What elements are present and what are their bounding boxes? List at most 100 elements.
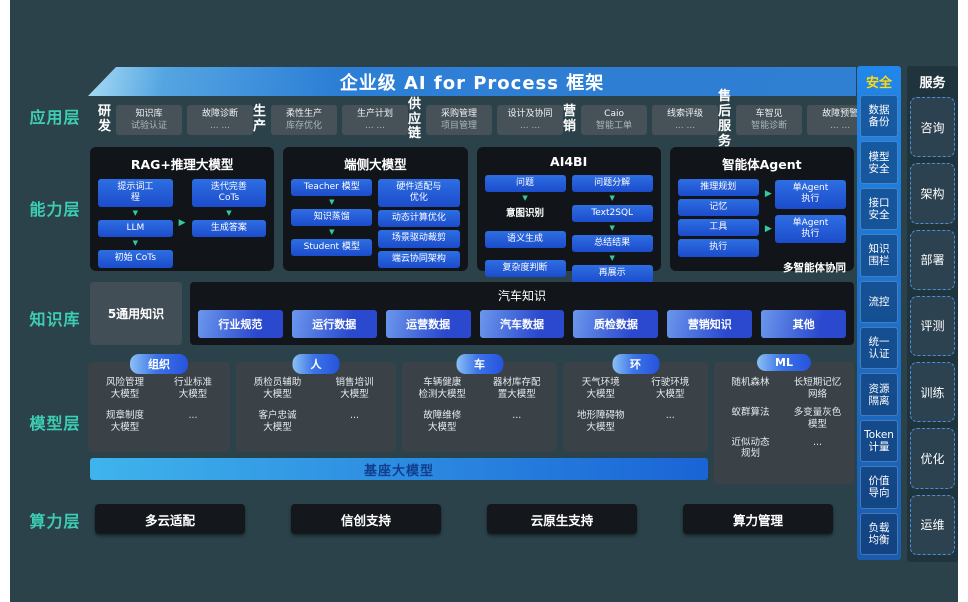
security-item: 数据 备份 [860,95,898,138]
flow-node: 提示词工 程 [98,178,173,207]
model-item: 车辆健康 检测大模型 [418,377,466,400]
flow-node: Student 模型 [291,239,373,257]
security-item: 价值 导向 [860,466,898,509]
app-group-marketing: 营销 Caio 智能工单 线索评级 ... ... [563,104,719,136]
flow-node: 端云协同架构 [378,250,460,268]
model-item: 地形障碍物 大模型 [576,409,625,433]
knowledge-chip: 运行数据 [291,310,377,338]
model-item: ... [188,409,198,421]
app-chip-line: 故障诊断 [202,108,239,119]
model-item: 器材库存配 置大模型 [492,377,541,400]
services-title: 服务 [919,76,946,91]
security-item: 流控 [860,280,898,324]
app-group-production: 生产 柔性生产 库存优化 生产计划 ... ... [253,104,409,136]
model-item: ... [812,436,823,448]
model-item: ... [349,409,360,421]
flow-node: 问题 [484,174,566,192]
flow-node: 总结结果 [571,235,653,253]
model-group-pill: 组织 [130,354,188,374]
knowledge-chip: 行业规范 [198,310,283,338]
app-group-label: 生产 [253,104,267,134]
app-chip: 知识库 试验认证 [116,104,183,136]
compute-layer-row: 多云适配 信创支持 云原生支持 算力管理 [95,504,833,534]
cap-box-rag: RAG+推理大模型 提示词工 程 ▼ LLM ▼ 初始 CoTs ▶ 迭代完善 … [90,147,275,271]
app-group-label: 营销 [563,104,577,134]
app-chip: 故障诊断 ... ... [187,104,254,136]
service-item: 架构 [910,163,955,224]
flow-node: 动态计算优化 [378,210,460,228]
arrow-down-icon: ▼ [609,193,615,202]
arrow-down-icon: ▼ [329,197,335,206]
app-chip-line: ... ... [830,121,851,131]
app-chip-line: 智能诊断 [751,121,788,131]
app-group-aftersales: 售后 服务 车智见 智能诊断 故障预警 ... ... [718,89,874,150]
app-group-label: 供应 链 [408,96,422,142]
knowledge-chip: 营销知识 [667,310,753,338]
app-chip-line: ... ... [520,121,541,131]
cap-box-ai4bi: AI4BI 问题 ▼ 意图识别 语义生成 复杂度判断 问题分解 ▼ Text2S… [476,147,661,283]
application-layer-row: 研发 知识库 试验认证 故障诊断 ... ... 生产 柔性生产 库存优化 生产… [98,89,874,149]
app-chip-line: 生产计划 [357,108,394,119]
flow-node: 复杂度判断 [484,260,566,278]
model-item: 天气环境 大模型 [581,377,620,400]
service-item: 评测 [910,295,955,357]
knowledge-chip: 汽车数据 [479,310,565,338]
knowledge-chip: 质检数据 [573,310,659,338]
flow-node: 工具 [677,219,759,237]
arrow-right-icon: ▶ [178,218,186,228]
flow-node: 单Agent 执行 [774,180,846,209]
security-item: 统一 认证 [860,327,898,370]
arrow-down-icon: ▼ [132,209,139,217]
model-item: 质检员辅助 大模型 [253,377,302,400]
compute-item: 云原生支持 [487,504,637,534]
model-group-vehicle: 车 车辆健康 检测大模型 器材库存配 置大模型 故障维修 大模型 ... [402,354,557,484]
app-chip-line: 采购管理 [441,108,478,119]
app-chip-line: ... ... [675,121,696,131]
compute-item: 多云适配 [95,504,245,534]
app-group-label: 研发 [98,104,112,134]
model-item: 客户忠诚 大模型 [258,409,297,433]
model-item: ... [665,409,675,421]
arrow-down-icon: ▼ [132,239,139,248]
flow-node: 执行 [677,239,759,257]
security-item: 模型 安全 [860,141,898,184]
app-chip: 生产计划 ... ... [342,104,409,136]
security-item: 负载 均衡 [860,512,898,556]
flow-node: 记忆 [677,198,759,216]
model-item: 销售培训 大模型 [335,377,374,400]
flow-node: 初始 CoTs [98,250,173,268]
app-chip: 车智见 智能诊断 [736,104,803,136]
cap-box-title: RAG+推理大模型 [130,157,234,172]
app-chip-line: 库存优化 [286,121,323,131]
flow-node: 迭代完善 CoTs [191,178,267,207]
app-chip-line: 项目管理 [441,121,478,131]
automotive-knowledge-title: 汽车知识 [497,289,546,303]
cap-box-title: 智能体Agent [722,157,802,172]
compute-item: 信创支持 [291,504,441,534]
cap-box-title: AI4BI [550,154,588,169]
framework-title: 企业级 AI for Process 框架 [339,72,605,94]
model-item: 风险管理 大模型 [105,377,144,400]
model-item: 随机森林 [731,377,770,388]
model-group-pill: 环 [612,354,659,374]
arrow-down-icon: ▼ [329,228,335,236]
flow-node: 单Agent 执行 [774,214,846,243]
flow-node: 场景驱动裁剪 [378,230,460,248]
app-chip-line: 车智见 [755,108,783,119]
flow-node: 知识蒸馏 [291,208,373,226]
app-chip-line: 设计及协同 [507,108,553,119]
framework-title-banner: 企业级 AI for Process 框架 [88,67,856,96]
compute-item: 算力管理 [683,504,833,534]
layer-label-model: 模型层 [29,414,81,433]
services-rail: 服务 咨询 架构 部署 评测 训练 优化 运维 [907,66,958,562]
app-chip: 设计及协同 ... ... [497,104,564,136]
app-chip: Caio 智能工单 [581,104,648,136]
flow-node: 生成答案 [191,220,267,238]
service-item: 部署 [910,229,955,290]
security-item: 知识 围栏 [860,234,898,277]
app-chip: 柔性生产 库存优化 [271,104,338,136]
security-item: 资源 隔离 [860,373,898,416]
model-group-pill: 人 [292,354,340,374]
model-group-organization: 组织 风险管理 大模型 行业标准 大模型 规章制度 大模型 ... [88,354,230,484]
